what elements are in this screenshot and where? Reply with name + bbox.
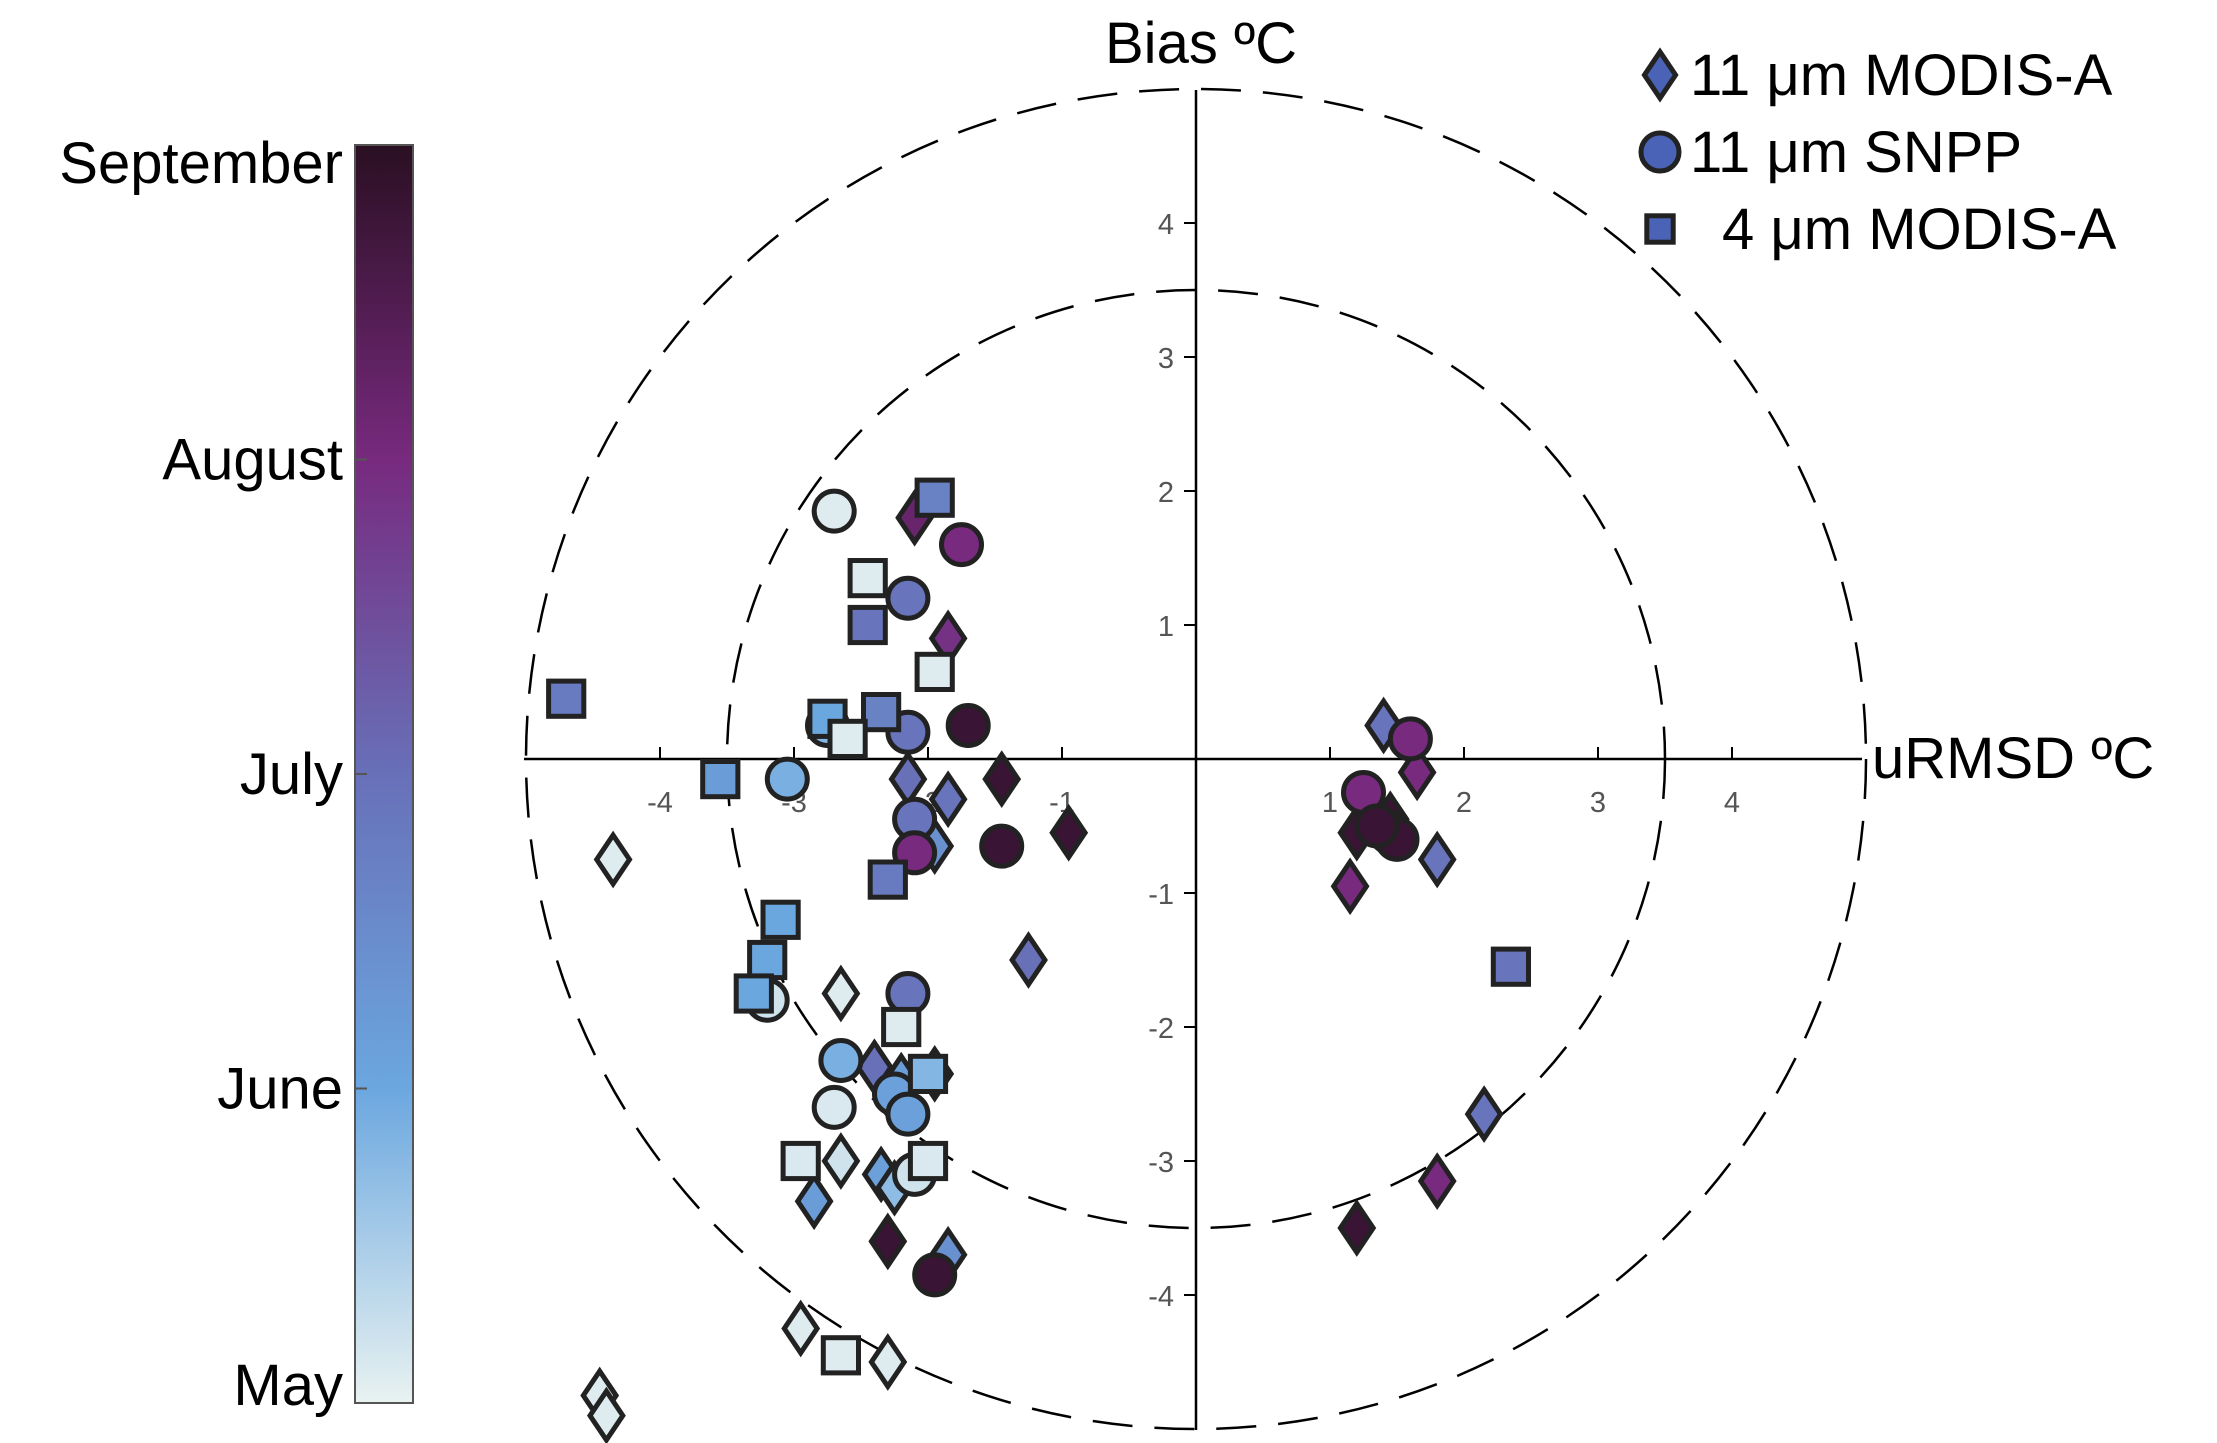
- y-tick-label: 3: [1158, 343, 1174, 375]
- diamond-point: [1330, 857, 1370, 916]
- legend-diamond-marker: [1641, 47, 1679, 103]
- y-tick-label: -2: [1148, 1013, 1174, 1045]
- square-point: [780, 1140, 821, 1182]
- circle-point: [885, 1091, 931, 1137]
- square-point: [760, 899, 801, 940]
- circle-point: [885, 575, 931, 621]
- y-tick-label: 2: [1158, 477, 1174, 509]
- circle-point: [945, 703, 991, 748]
- diamond-point: [1417, 1152, 1457, 1210]
- colorbar-labels: September August July June May: [59, 131, 367, 1418]
- square-point: [914, 477, 955, 518]
- diamond-point: [794, 1172, 834, 1231]
- y-axis-label: Bias ºC: [1105, 11, 1297, 76]
- diamond-point: [593, 830, 633, 889]
- x-tick-label: 4: [1724, 787, 1740, 819]
- square-point: [827, 718, 868, 759]
- square-point: [867, 859, 908, 900]
- legend-label: 11 μm MODIS-A: [1690, 43, 2113, 108]
- series-square: [546, 477, 1532, 1376]
- diamond-point: [1397, 743, 1437, 802]
- square-point: [847, 604, 888, 646]
- data-marks: [546, 477, 1532, 1443]
- square-point: [907, 1053, 949, 1095]
- circle-point: [764, 756, 810, 802]
- square-point: [914, 651, 955, 692]
- legend-label: 4 μm MODIS-A: [1722, 197, 2117, 262]
- square-point: [847, 558, 888, 599]
- x-tick-label: -4: [647, 787, 673, 819]
- square-point: [700, 759, 741, 800]
- x-tick-label: 1: [1322, 787, 1338, 819]
- circle-point: [811, 1084, 857, 1130]
- colorbar: September August July June May: [59, 131, 414, 1418]
- legend: 11 μm MODIS-A 11 μm SNPP 4 μm MODIS-A: [1638, 43, 2117, 262]
- x-tick-label: 3: [1590, 787, 1606, 819]
- y-tick-label: 4: [1158, 209, 1174, 241]
- square-point: [733, 973, 774, 1014]
- x-axis-label: uRMSD ºC: [1872, 726, 2154, 791]
- diamond-point: [928, 770, 968, 829]
- y-tick-label: 1: [1158, 611, 1174, 643]
- circle-point: [1387, 716, 1433, 762]
- colorbar-label: August: [162, 428, 343, 493]
- legend-label: 11 μm SNPP: [1690, 120, 2022, 185]
- legend-square-marker: [1644, 213, 1676, 245]
- square-point: [907, 1140, 949, 1182]
- reference-circle: [524, 87, 1868, 1431]
- circle-point: [939, 522, 984, 568]
- diamond-point: [1337, 1199, 1377, 1257]
- square-point: [881, 1006, 922, 1048]
- diamond-point: [1464, 1085, 1504, 1143]
- series-diamond: [580, 488, 1504, 1443]
- square-point: [1490, 946, 1532, 987]
- diamond-point: [781, 1299, 821, 1358]
- diamond-point: [1417, 830, 1457, 889]
- diamond-point: [1364, 696, 1404, 755]
- circle-point: [818, 1038, 864, 1083]
- diamond-point: [1009, 931, 1048, 989]
- circle-point: [1354, 803, 1400, 849]
- square-point: [747, 939, 788, 981]
- legend-circle-marker: [1638, 130, 1682, 174]
- diamond-point: [1049, 803, 1089, 862]
- square-point: [820, 1335, 861, 1376]
- colorbar-label: June: [217, 1057, 343, 1122]
- y-tick-label: -4: [1148, 1281, 1174, 1313]
- diamond-point: [586, 1386, 626, 1443]
- square-point: [546, 678, 587, 719]
- diamond-point: [821, 964, 861, 1023]
- diamond-point: [868, 1333, 908, 1391]
- square-point: [861, 692, 902, 733]
- diamond-point: [982, 750, 1022, 808]
- colorbar-label: July: [240, 742, 343, 807]
- x-tick-label: 2: [1456, 787, 1472, 819]
- y-tick-label: -1: [1148, 879, 1174, 911]
- colorbar-label: May: [233, 1353, 343, 1418]
- y-tick-label: -3: [1148, 1147, 1174, 1179]
- colorbar-label: September: [59, 131, 343, 196]
- circle-point: [811, 488, 857, 534]
- diamond-point: [821, 1132, 861, 1190]
- circle-point: [912, 1252, 958, 1298]
- diamond-point: [868, 1212, 908, 1271]
- circle-point: [979, 823, 1025, 869]
